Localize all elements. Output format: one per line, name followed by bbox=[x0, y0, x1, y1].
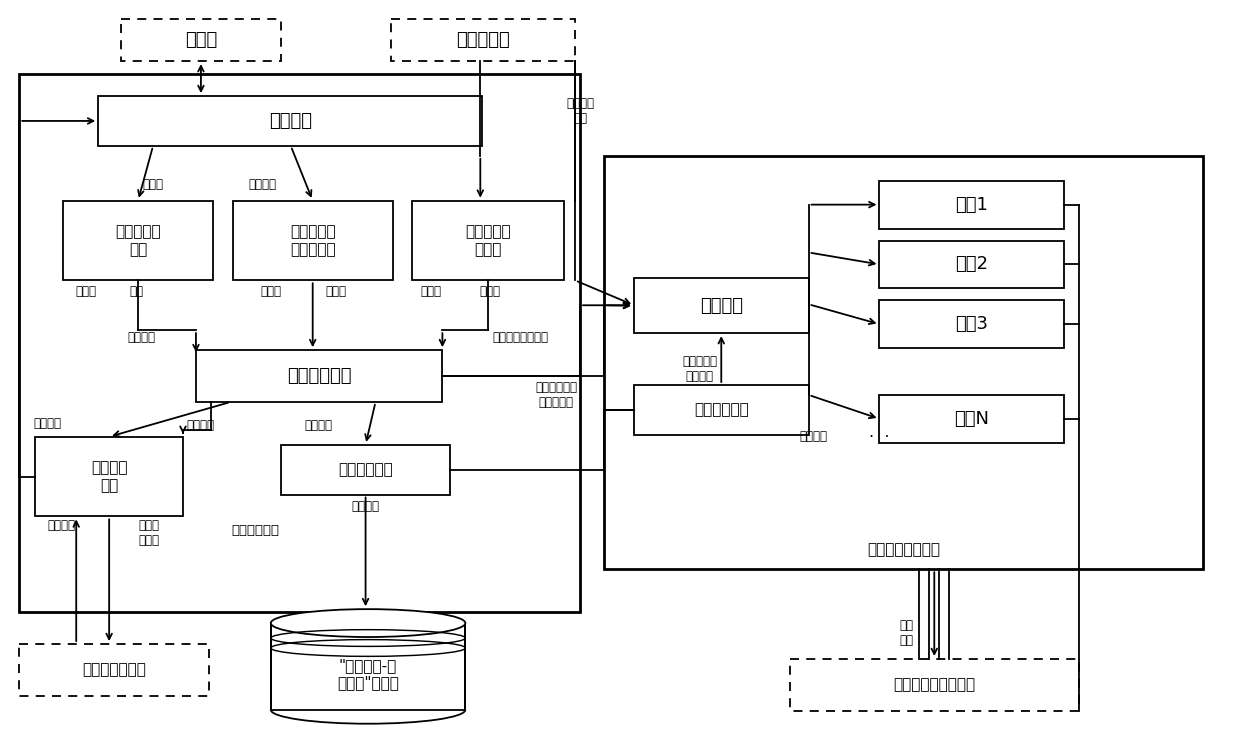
Text: 结构地: 结构地 bbox=[260, 285, 281, 299]
Bar bbox=[281, 444, 451, 495]
Text: 视觉信息处
理单元: 视觉信息处 理单元 bbox=[466, 224, 512, 256]
Bar bbox=[413, 201, 564, 280]
Ellipse shape bbox=[271, 609, 466, 637]
Text: 数字
信号: 数字 信号 bbox=[900, 619, 913, 647]
Bar bbox=[880, 395, 1064, 443]
Text: 波形配置: 波形配置 bbox=[799, 430, 828, 443]
Text: 目标点: 目标点 bbox=[76, 285, 97, 299]
Text: 通信单元: 通信单元 bbox=[269, 112, 312, 130]
Bar bbox=[789, 659, 1079, 711]
Text: 图像特: 图像特 bbox=[420, 285, 441, 299]
Bar bbox=[880, 300, 1064, 348]
Text: 波形2: 波形2 bbox=[955, 256, 989, 274]
Text: ·  ·: · · bbox=[870, 430, 890, 444]
Text: 处理后的信道
质量测量值: 处理后的信道 质量测量值 bbox=[535, 381, 577, 409]
Text: 运动控制模块: 运动控制模块 bbox=[232, 524, 280, 538]
Bar bbox=[98, 96, 482, 146]
Text: 集合: 集合 bbox=[129, 285, 142, 299]
Text: 融合数据: 融合数据 bbox=[352, 499, 379, 513]
Bar bbox=[880, 180, 1064, 229]
Bar bbox=[271, 623, 466, 710]
Text: 波形3: 波形3 bbox=[955, 315, 989, 333]
Text: 地图结构数
据生成单元: 地图结构数 据生成单元 bbox=[290, 224, 336, 256]
Bar bbox=[880, 241, 1064, 288]
Bar bbox=[390, 20, 575, 61]
Text: 图数据: 图数据 bbox=[325, 285, 346, 299]
Text: 状态数据: 状态数据 bbox=[33, 417, 61, 430]
Text: 运动控: 运动控 bbox=[139, 520, 160, 532]
Bar bbox=[634, 385, 809, 435]
Text: 目标点管理
单元: 目标点管理 单元 bbox=[115, 224, 161, 256]
Text: 结果处理单元: 结果处理单元 bbox=[694, 402, 748, 417]
Text: 原始信道质
量测量值: 原始信道质 量测量值 bbox=[683, 355, 717, 383]
Text: 空间位置: 空间位置 bbox=[305, 419, 333, 432]
Bar bbox=[634, 278, 809, 333]
Bar bbox=[63, 201, 213, 280]
Text: "信道质量-空
间位置"数据库: "信道质量-空 间位置"数据库 bbox=[337, 658, 399, 690]
Text: 机器人运动平台: 机器人运动平台 bbox=[82, 663, 146, 678]
Text: 原始图像
信息: 原始图像 信息 bbox=[566, 97, 593, 125]
Text: 软件无线电硬件设备: 软件无线电硬件设备 bbox=[893, 678, 975, 693]
Bar bbox=[605, 156, 1203, 569]
Text: 原始地图: 原始地图 bbox=[249, 177, 276, 191]
Text: 速度指令: 速度指令 bbox=[186, 419, 214, 432]
Text: 导航定位模块: 导航定位模块 bbox=[287, 367, 352, 385]
Text: 数据融合单元: 数据融合单元 bbox=[338, 462, 393, 478]
Text: 制指令: 制指令 bbox=[139, 535, 160, 547]
Text: 视觉传感器: 视觉传感器 bbox=[456, 32, 509, 49]
Bar bbox=[20, 74, 580, 612]
Text: 征信息: 征信息 bbox=[479, 285, 501, 299]
Text: 运动控制
单元: 运动控制 单元 bbox=[90, 460, 128, 493]
Text: 波形1: 波形1 bbox=[955, 196, 989, 214]
Text: 信道质量测量指令: 信道质量测量指令 bbox=[492, 331, 548, 344]
Text: 信道质量测量模块: 信道质量测量模块 bbox=[867, 542, 940, 557]
Bar bbox=[196, 350, 442, 402]
Bar bbox=[36, 437, 183, 517]
Text: 波形N: 波形N bbox=[954, 410, 989, 428]
Bar bbox=[121, 20, 281, 61]
Text: 地面站: 地面站 bbox=[185, 32, 217, 49]
Bar bbox=[233, 201, 393, 280]
Text: 状态数据: 状态数据 bbox=[47, 520, 76, 532]
Bar bbox=[20, 644, 209, 696]
Text: 控制单元: 控制单元 bbox=[700, 297, 742, 315]
Text: 目标点: 目标点 bbox=[142, 177, 164, 191]
Text: 任务指令: 任务指令 bbox=[128, 331, 155, 344]
